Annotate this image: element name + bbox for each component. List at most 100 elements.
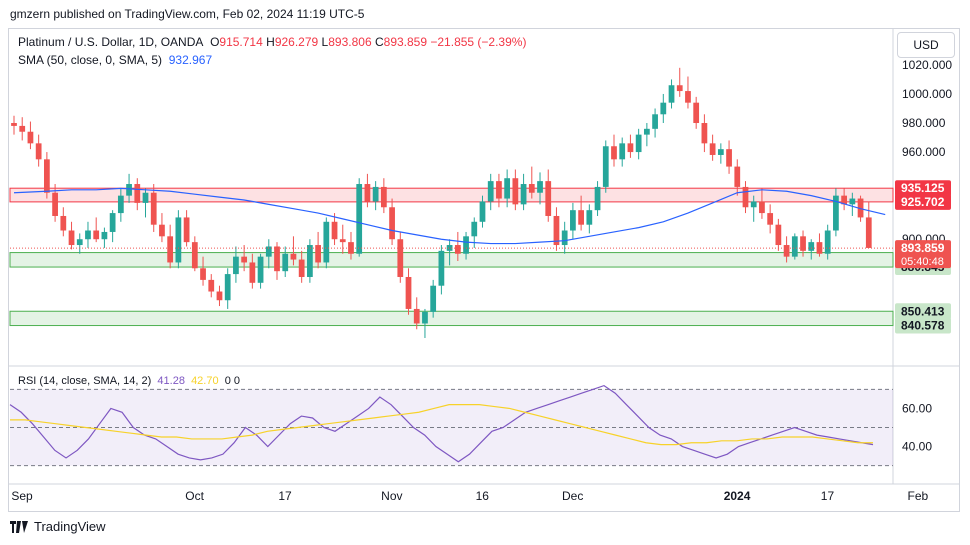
candle-body <box>586 210 593 225</box>
candle-body <box>660 102 667 115</box>
candle-body <box>463 236 469 254</box>
price-tick-label: 980.000 <box>902 116 946 130</box>
candle-body <box>35 143 42 160</box>
candle-body <box>734 166 741 187</box>
candle-body <box>19 125 26 132</box>
candle-body <box>364 184 371 202</box>
candle-body <box>60 215 67 231</box>
candle-body <box>339 239 346 243</box>
candle-body <box>101 231 108 240</box>
candle-body <box>109 213 116 232</box>
symbol-label[interactable]: Platinum / U.S. Dollar, 1D, OANDA <box>18 35 204 49</box>
rsi-sma-value: 42.70 <box>191 375 219 387</box>
candle-body <box>257 256 264 283</box>
low-value: 893.806 <box>328 35 372 49</box>
candle-body <box>183 217 190 243</box>
candle-body <box>126 184 132 196</box>
candle-body <box>117 195 124 214</box>
countdown-label: 05:40:48 <box>901 256 944 268</box>
candle-body <box>413 308 420 324</box>
candle-body <box>274 246 280 272</box>
candle-body <box>594 186 601 211</box>
time-tick-label: Nov <box>381 489 402 503</box>
candle-body <box>430 285 437 312</box>
candle-body <box>348 242 354 254</box>
candle-body <box>454 245 461 254</box>
candle-body <box>282 253 289 272</box>
price-legend: Platinum / U.S. Dollar, 1D, OANDA O915.7… <box>18 35 527 49</box>
support-low-label: 840.578 <box>901 319 945 333</box>
candle-body <box>717 149 724 155</box>
high-value: 926.279 <box>274 35 319 49</box>
candle-body <box>602 146 609 187</box>
candle-body <box>224 274 231 301</box>
last-price-label: 893.859 <box>901 241 945 255</box>
candle-body <box>857 198 864 218</box>
candle-body <box>849 198 856 205</box>
sma-label[interactable]: SMA (50, close, 0, SMA, 5) <box>18 53 163 67</box>
candle-body <box>545 181 552 216</box>
candle-body <box>200 268 206 280</box>
resistance-low-label-box <box>895 193 951 210</box>
candle-body <box>216 291 223 301</box>
rsi-tick-label: 60.00 <box>902 401 932 415</box>
close-value: 893.859 <box>383 35 428 49</box>
sma-legend: SMA (50, close, 0, SMA, 5) 932.967 <box>18 53 212 67</box>
candle-body <box>676 85 683 92</box>
candle-body <box>191 242 198 269</box>
candle-body <box>775 224 782 246</box>
candle-body <box>808 242 815 251</box>
candle-body <box>175 217 182 263</box>
candle-body <box>496 181 502 199</box>
candle-body <box>824 230 831 254</box>
candle-body <box>800 236 806 251</box>
candle-body <box>471 221 478 237</box>
change-value: −21.855 (−2.39%) <box>430 35 527 49</box>
support-high-label-box <box>895 303 951 320</box>
candle-body <box>759 201 765 214</box>
candle-body <box>241 256 248 263</box>
candle-body <box>627 143 634 153</box>
resistance-low-label: 925.702 <box>901 195 945 209</box>
candle-body <box>159 224 165 237</box>
candle-body <box>298 259 305 277</box>
candle-body <box>742 186 749 208</box>
candle-body <box>323 221 330 263</box>
rsi-label[interactable]: RSI (14, close, SMA, 14, 2) <box>18 375 152 387</box>
rsi-line <box>9 384 874 463</box>
rsi-tick-label: 40.00 <box>902 440 932 454</box>
time-tick-label: Sep <box>11 489 33 503</box>
candle-body <box>841 195 848 205</box>
candle-body <box>487 181 494 202</box>
candle-body <box>397 239 404 277</box>
sma-line <box>13 187 886 245</box>
brand-label: TradingView <box>34 519 106 534</box>
candle-body <box>27 131 34 144</box>
candle-body <box>504 178 511 199</box>
time-tick-label: 2024 <box>724 489 751 503</box>
candle-body <box>619 143 626 160</box>
candle-body <box>68 230 75 246</box>
support-zone <box>9 252 894 268</box>
candle-body <box>85 230 91 240</box>
candle-body <box>479 201 486 222</box>
candle-body <box>265 246 272 257</box>
candle-body <box>685 91 691 103</box>
candle-body <box>561 230 568 246</box>
resistance-high-label: 935.125 <box>901 181 945 195</box>
candle-body <box>726 149 732 167</box>
candle-body <box>865 217 872 248</box>
resistance-high-label-box <box>895 180 951 197</box>
candle-body <box>249 262 256 283</box>
time-tick-label: Oct <box>185 489 204 503</box>
sma-value: 932.967 <box>168 53 213 67</box>
candle-body <box>142 192 149 203</box>
candle-body <box>208 279 215 292</box>
candle-body <box>422 311 428 324</box>
candle-body <box>553 215 560 246</box>
currency-button[interactable]: USD <box>897 32 955 58</box>
rsi-legend: RSI (14, close, SMA, 14, 2) 41.28 42.70 … <box>18 375 240 387</box>
candle-body <box>389 207 395 240</box>
candle-body <box>783 245 790 257</box>
